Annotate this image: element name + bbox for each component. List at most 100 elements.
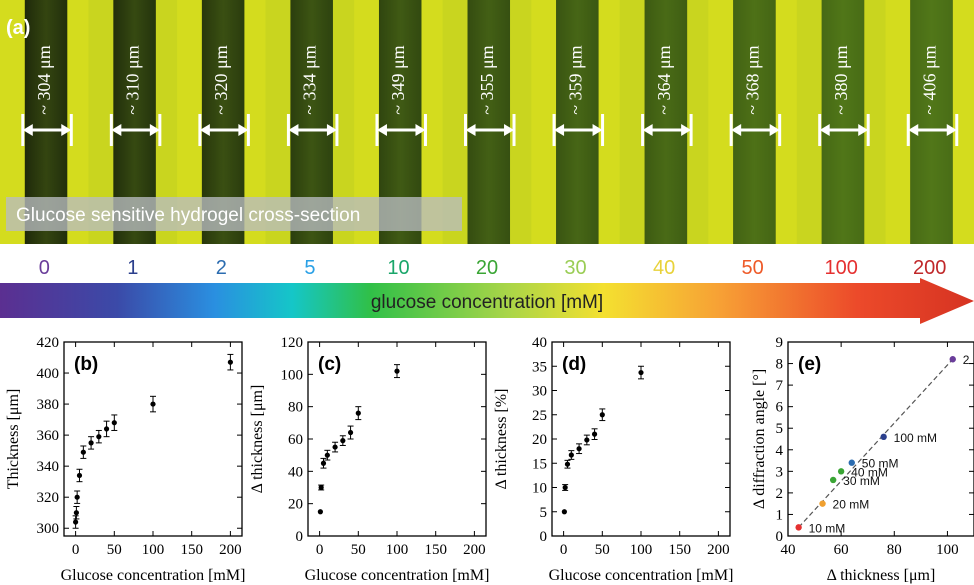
y-tick-label: 120: [281, 335, 304, 351]
y-tick-label: 40: [288, 464, 303, 480]
data-point: [73, 510, 79, 516]
chart-d: 0 50 100 150 200 0 5 10 15 20 25 30 35 40 Glucose conc…: [493, 335, 733, 584]
x-axis-label: Glucose concentration [mM]: [61, 567, 246, 584]
concentration-label: 200: [913, 257, 946, 279]
x-tick-label: 50: [351, 542, 366, 558]
data-point: [227, 359, 233, 365]
data-point: [73, 519, 79, 525]
y-tick-label: 10: [532, 481, 547, 497]
point-label: 40 mM: [851, 465, 888, 479]
y-tick-label: 9: [776, 335, 784, 351]
y-tick-label: 6: [776, 400, 784, 416]
concentration-label: 0: [39, 257, 50, 279]
x-tick-label: 80: [887, 542, 902, 558]
thickness-label: ~ 406 μm: [919, 45, 939, 114]
panel-a-label: (a): [6, 17, 30, 39]
y-tick-label: 2: [776, 486, 784, 502]
y-axis-label: Δ thickness [%]: [493, 389, 510, 490]
data-point: [150, 401, 156, 407]
concentration-label: 30: [564, 257, 586, 279]
data-point: [317, 509, 323, 515]
concentration-label: 40: [653, 257, 675, 279]
x-tick-label: 200: [219, 542, 242, 558]
data-point: [80, 449, 86, 455]
x-tick-label: 50: [107, 542, 122, 558]
x-tick-label: 150: [668, 542, 691, 558]
chart-e: 40 60 80 100 0 1 2 3 4 5 6 7 8 9 Δ thickness [μm] Δ dif…: [751, 335, 974, 584]
thickness-label: ~ 380 μm: [831, 45, 851, 114]
concentration-labels: 0 1 2 5 10 20 30 40 50 100 200: [39, 257, 947, 279]
thickness-label: ~ 334 μm: [300, 45, 320, 114]
x-tick-label: 100: [386, 542, 409, 558]
data-point: [949, 356, 956, 363]
point-label: 100 mM: [894, 431, 937, 445]
data-point: [355, 410, 361, 416]
y-tick-label: 40: [532, 335, 547, 351]
y-tick-label: 5: [540, 505, 548, 521]
hydrogel-strip: ~ 406 μm: [885, 0, 974, 244]
y-tick-label: 360: [37, 428, 60, 444]
point-label: 10 mM: [809, 521, 846, 535]
x-tick-label: 100: [936, 542, 959, 558]
y-tick-label: 5: [776, 421, 784, 437]
point-label: 30 mM: [843, 474, 880, 488]
x-tick-label: 0: [316, 542, 324, 558]
x-tick-label: 0: [72, 542, 80, 558]
y-tick-label: 7: [776, 378, 784, 394]
y-tick-label: 100: [281, 367, 304, 383]
thickness-label: ~ 349 μm: [388, 45, 408, 114]
data-point: [96, 434, 102, 440]
y-tick-label: 340: [37, 459, 60, 475]
data-point: [837, 468, 845, 475]
panel-label: (d): [562, 354, 586, 375]
y-axis-label: Δ diffraction angle [°]: [751, 369, 768, 509]
plot-frame: [787, 341, 974, 537]
data-point: [819, 500, 826, 507]
thickness-label: ~ 368 μm: [742, 45, 762, 114]
data-point: [795, 524, 802, 531]
y-tick-label: 0: [540, 529, 548, 545]
thickness-label: ~ 310 μm: [123, 45, 143, 114]
concentration-label: 10: [387, 257, 409, 279]
fit-line: [798, 358, 954, 528]
data-point: [562, 484, 568, 491]
y-tick-label: 20: [288, 497, 303, 513]
concentration-label: 50: [742, 257, 764, 279]
data-point: [568, 452, 574, 458]
data-point: [88, 440, 94, 446]
y-tick-label: 8: [776, 357, 784, 373]
y-tick-label: 15: [532, 456, 547, 472]
data-point: [76, 472, 83, 479]
y-tick-label: 4: [776, 443, 784, 459]
data-point: [591, 431, 598, 437]
x-tick-label: 0: [560, 542, 568, 558]
x-tick-label: 200: [463, 542, 486, 558]
chart-c: 0 50 100 150 200 0 20 40 60 80 100 120 Glucose conce…: [249, 335, 489, 584]
point-label: 50 mM: [862, 457, 899, 471]
y-tick-label: 420: [37, 335, 60, 351]
chart-b: 0 50 100 150 200 300 320 340 360 380 400 420 Glucose…: [5, 335, 245, 584]
y-tick-label: 35: [532, 359, 547, 375]
concentration-label: 5: [304, 257, 315, 279]
concentration-label: 1: [127, 257, 138, 279]
data-point: [324, 452, 330, 458]
hydrogel-strip: ~ 364 μm: [619, 0, 709, 244]
data-point: [320, 460, 327, 466]
y-tick-label: 380: [37, 397, 60, 413]
thickness-label: ~ 304 μm: [34, 45, 54, 114]
panel-label: (c): [318, 354, 341, 375]
x-axis-label: Δ thickness [μm]: [827, 567, 936, 584]
caption-box: [6, 197, 462, 231]
data-point: [394, 368, 400, 374]
data-point: [599, 412, 605, 418]
y-tick-label: 30: [532, 384, 547, 400]
y-axis-label: Thickness [μm]: [5, 389, 22, 490]
y-tick-label: 300: [37, 521, 60, 537]
data-point: [111, 420, 117, 426]
y-tick-label: 0: [296, 529, 304, 545]
y-axis-label: Δ thickness [μm]: [249, 385, 266, 494]
data-point: [74, 494, 80, 500]
x-axis-label: Glucose concentration [mM]: [305, 567, 490, 584]
data-point: [584, 437, 590, 443]
microscope-image-strip: ~ 304 μm ~ 310 μm ~ 320 μm ~ 334 μm ~ 349 μm…: [0, 0, 974, 244]
